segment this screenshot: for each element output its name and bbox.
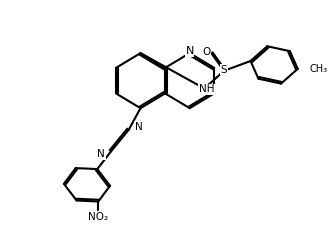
Text: O: O xyxy=(202,47,211,57)
Text: NH: NH xyxy=(199,84,214,95)
Text: N: N xyxy=(97,149,105,159)
Text: N: N xyxy=(135,122,142,132)
Text: NO₂: NO₂ xyxy=(88,212,108,222)
Text: S: S xyxy=(221,65,227,75)
Text: CH₃: CH₃ xyxy=(310,64,328,74)
Text: N: N xyxy=(185,46,194,56)
